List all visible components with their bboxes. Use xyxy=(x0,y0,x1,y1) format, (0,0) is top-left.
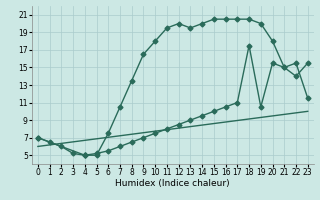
X-axis label: Humidex (Indice chaleur): Humidex (Indice chaleur) xyxy=(116,179,230,188)
